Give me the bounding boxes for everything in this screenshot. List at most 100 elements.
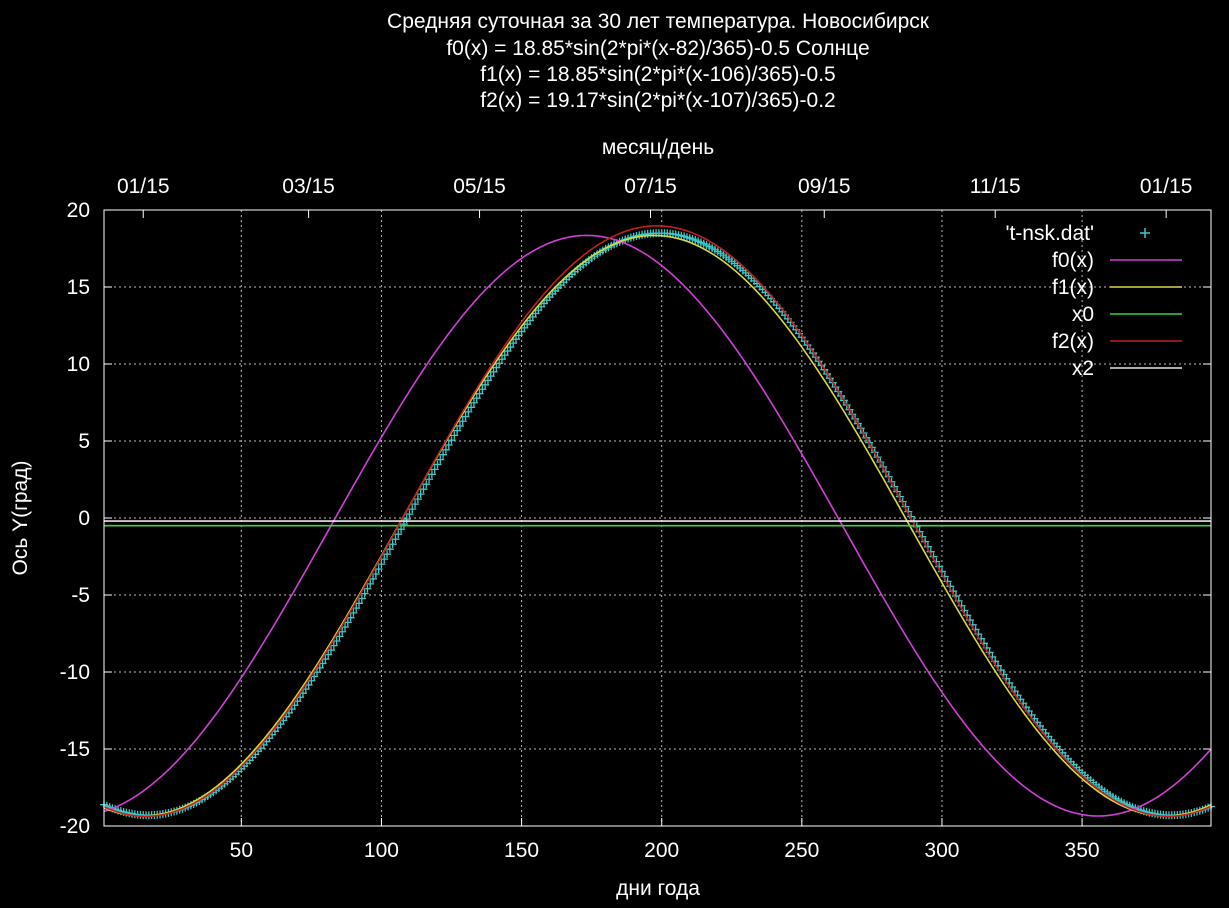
legend-label: f1(x) — [1052, 276, 1094, 299]
data-point — [352, 604, 361, 613]
data-point — [366, 579, 375, 588]
data-point — [335, 632, 344, 641]
data-point — [486, 372, 495, 381]
data-point — [447, 436, 456, 445]
data-point — [503, 347, 512, 356]
data-point — [500, 351, 509, 360]
data-point — [413, 495, 422, 504]
y-tick-label: 0 — [78, 507, 90, 530]
data-point — [433, 460, 442, 469]
title-line: f1(x) = 18.85*sin(2*pi*(x-106)/365)-0.5 — [480, 63, 835, 86]
x-tick-label: 200 — [644, 839, 679, 862]
data-point — [377, 560, 386, 569]
y-tick-label: 15 — [67, 276, 90, 299]
title-line: f0(x) = 18.85*sin(2*pi*(x-82)/365)-0.5 С… — [446, 37, 869, 60]
data-point — [444, 441, 453, 450]
legend-label: x0 — [1072, 303, 1094, 326]
x-tick-label: 300 — [924, 839, 959, 862]
y-tick-label: 10 — [67, 353, 90, 376]
data-point — [427, 470, 436, 479]
plot-frame — [103, 209, 1212, 827]
data-point — [408, 505, 417, 514]
data-point — [327, 646, 336, 655]
data-point — [411, 500, 420, 509]
legend-label: 't-nsk.dat' — [1005, 222, 1094, 245]
series-group — [100, 225, 1215, 820]
data-point — [497, 355, 506, 364]
title-line: f2(x) = 19.17*sin(2*pi*(x-107)/365)-0.2 — [480, 89, 835, 112]
series-f0x-line — [103, 234, 1212, 817]
data-point — [374, 565, 383, 574]
data-point — [355, 599, 364, 608]
data-point — [481, 380, 490, 389]
legend: 't-nsk.dat' f0(x) f1(x) x0 f2(x) x2 — [1005, 222, 1182, 380]
data-point — [492, 363, 501, 372]
chart-title: Средняя суточная за 30 лет температура. … — [387, 10, 930, 112]
data-point — [357, 594, 366, 603]
data-point — [461, 412, 470, 421]
data-point — [341, 623, 350, 632]
data-point — [467, 403, 476, 412]
data-point — [394, 530, 403, 539]
data-point — [453, 426, 462, 435]
x-tick-label: 350 — [1065, 839, 1100, 862]
data-point — [455, 421, 464, 430]
data-point — [469, 398, 478, 407]
x2-tick-label: 09/15 — [798, 175, 851, 198]
x2-tick-label: 07/15 — [624, 175, 677, 198]
data-point — [369, 574, 378, 583]
data-point — [360, 589, 369, 598]
x-tick-label: 150 — [504, 839, 539, 862]
data-point — [464, 407, 473, 416]
data-point — [416, 490, 425, 499]
y-tick-label: -15 — [60, 738, 90, 761]
series-f1x-line — [103, 234, 1212, 817]
title-line: Средняя суточная за 30 лет температура. … — [387, 10, 930, 33]
legend-label: f2(x) — [1052, 330, 1094, 353]
x2-tick-label: 01/15 — [117, 175, 170, 198]
data-point — [425, 475, 434, 484]
data-point — [405, 510, 414, 519]
x2-tick-label: 03/15 — [282, 175, 335, 198]
data-point — [475, 389, 484, 398]
y-tick-label: -20 — [60, 815, 90, 838]
data-point — [346, 613, 355, 622]
data-point — [343, 618, 352, 627]
legend-label: x2 — [1072, 357, 1094, 380]
x-tick-label: 250 — [784, 839, 819, 862]
data-point — [371, 570, 380, 579]
data-point — [436, 455, 445, 464]
y-axis-label: Ось Y(град) — [9, 461, 32, 576]
y-tick-label: -5 — [71, 584, 90, 607]
data-point — [439, 450, 448, 459]
series-f2x-line — [103, 225, 1212, 818]
x2-tick-label: 05/15 — [453, 175, 506, 198]
data-point — [422, 480, 431, 489]
x2-tick-label: 01/15 — [1140, 175, 1193, 198]
data-point — [363, 584, 372, 593]
data-point — [397, 525, 406, 534]
data-point — [495, 359, 504, 368]
data-point — [450, 431, 459, 440]
y-tick-label: 5 — [78, 430, 90, 453]
x2-tick-label: 11/15 — [970, 175, 1021, 198]
data-point — [419, 485, 428, 494]
data-point — [388, 540, 397, 549]
data-point — [458, 417, 467, 426]
data-point — [472, 394, 481, 403]
x-axis-label: дни года — [616, 877, 700, 900]
data-point — [329, 641, 338, 650]
data-point — [391, 535, 400, 544]
data-point — [380, 555, 389, 564]
data-point — [483, 376, 492, 385]
data-point — [478, 385, 487, 394]
data-point — [349, 608, 358, 617]
data-point — [385, 545, 394, 554]
legend-label: f0(x) — [1052, 249, 1094, 272]
data-point — [430, 465, 439, 474]
x-tick-label: 50 — [230, 839, 253, 862]
data-point — [338, 627, 347, 636]
data-point — [441, 445, 450, 454]
y-tick-label: 20 — [67, 199, 90, 222]
